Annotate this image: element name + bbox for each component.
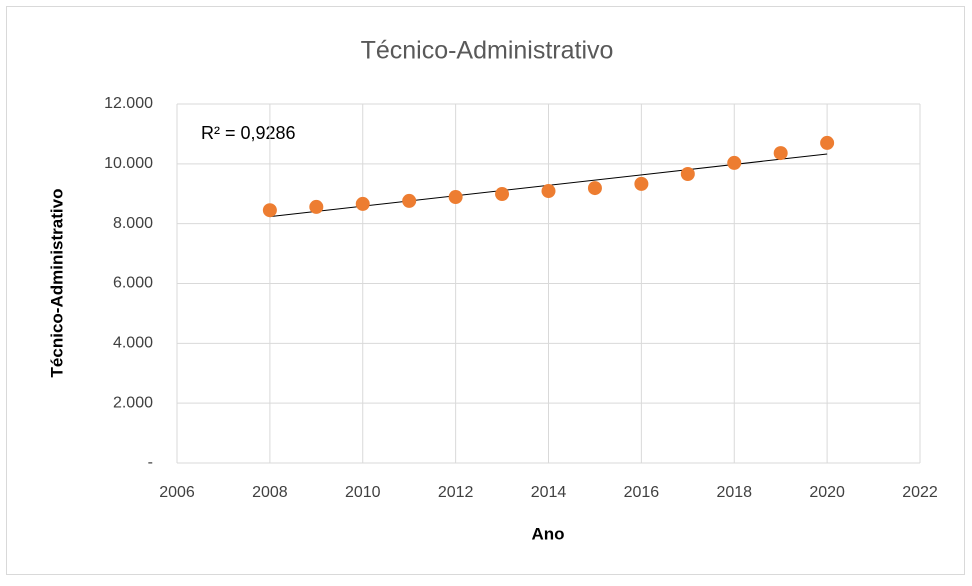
x-tick-label: 2006 bbox=[159, 484, 195, 501]
chart-title: Técnico-Administrativo bbox=[361, 37, 614, 65]
x-tick-label: 2012 bbox=[438, 484, 474, 501]
point bbox=[773, 146, 788, 161]
point bbox=[448, 190, 463, 205]
x-tick-label: 2022 bbox=[902, 484, 938, 501]
y-tick-label: - bbox=[148, 454, 153, 471]
point bbox=[309, 199, 324, 214]
point bbox=[541, 184, 556, 199]
point bbox=[587, 181, 602, 196]
point bbox=[634, 176, 649, 191]
point bbox=[727, 155, 742, 170]
x-tick-label: 2018 bbox=[716, 484, 752, 501]
x-axis-title: Ano bbox=[531, 524, 564, 543]
point bbox=[402, 193, 417, 208]
y-tick-label: 10.000 bbox=[104, 155, 153, 172]
r-squared: R² = 0,9286 bbox=[201, 123, 296, 143]
point bbox=[495, 187, 510, 202]
y-tick-label: 12.000 bbox=[104, 95, 153, 112]
x-tick-label: 2014 bbox=[531, 484, 567, 501]
y-axis-title: Técnico-Administrativo bbox=[47, 189, 66, 378]
y-tick-label: 6.000 bbox=[113, 275, 153, 292]
x-tick-label: 2010 bbox=[345, 484, 381, 501]
y-tick-label: 8.000 bbox=[113, 215, 153, 232]
point bbox=[820, 135, 835, 150]
x-tick-label: 2008 bbox=[252, 484, 288, 501]
point bbox=[680, 167, 695, 182]
y-tick-label: 2.000 bbox=[113, 394, 153, 411]
point bbox=[262, 203, 277, 218]
x-tick-label: 2016 bbox=[624, 484, 660, 501]
x-tick-label: 2020 bbox=[809, 484, 845, 501]
y-tick-label: 4.000 bbox=[113, 335, 153, 352]
chart-border bbox=[6, 6, 965, 575]
point bbox=[355, 196, 370, 211]
